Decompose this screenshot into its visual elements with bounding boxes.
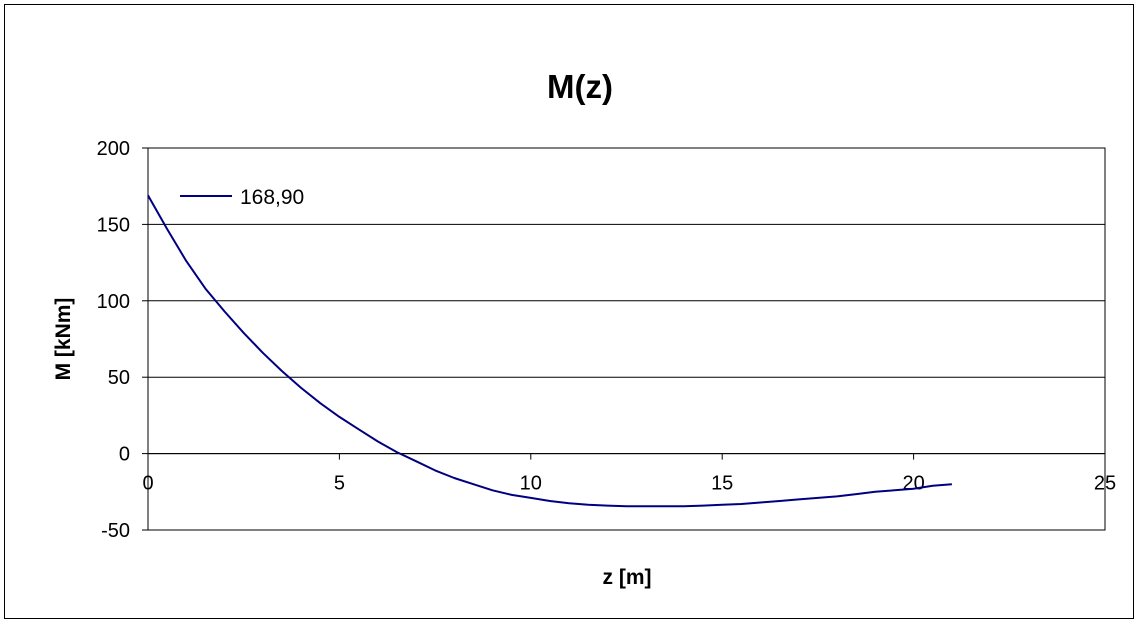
y-tick-label: 0: [119, 444, 130, 466]
legend-label: 168,90: [240, 186, 304, 209]
series-line-0: [147, 194, 952, 508]
chart-frame: [4, 4, 1134, 619]
y-axis-title: M [kNm]: [52, 298, 75, 381]
x-axis-ticks: 0 5 10 15 20 25: [142, 453, 1116, 495]
y-axis-ticks: 200 150 100 50 0 -50: [97, 138, 148, 542]
x-tick-label: 20: [902, 473, 924, 495]
y-tick-label: 200: [97, 138, 130, 160]
x-tick-label: 15: [711, 473, 733, 495]
legend: 168,90: [180, 186, 304, 209]
x-tick-label: 0: [142, 473, 153, 495]
y-tick-label: 150: [97, 214, 130, 236]
x-tick-label: 25: [1094, 473, 1116, 495]
y-tick-label: 100: [97, 291, 130, 313]
chart-title: M(z): [547, 68, 613, 105]
x-tick-label: 10: [520, 473, 542, 495]
series-layer: [147, 194, 952, 508]
plot-area: [147, 147, 1106, 531]
y-tick-label: 50: [108, 367, 130, 389]
y-tick-label: -50: [101, 520, 130, 542]
gridlines: [148, 223, 1105, 455]
x-tick-label: 5: [334, 473, 345, 495]
x-axis-title: z [m]: [603, 566, 652, 589]
